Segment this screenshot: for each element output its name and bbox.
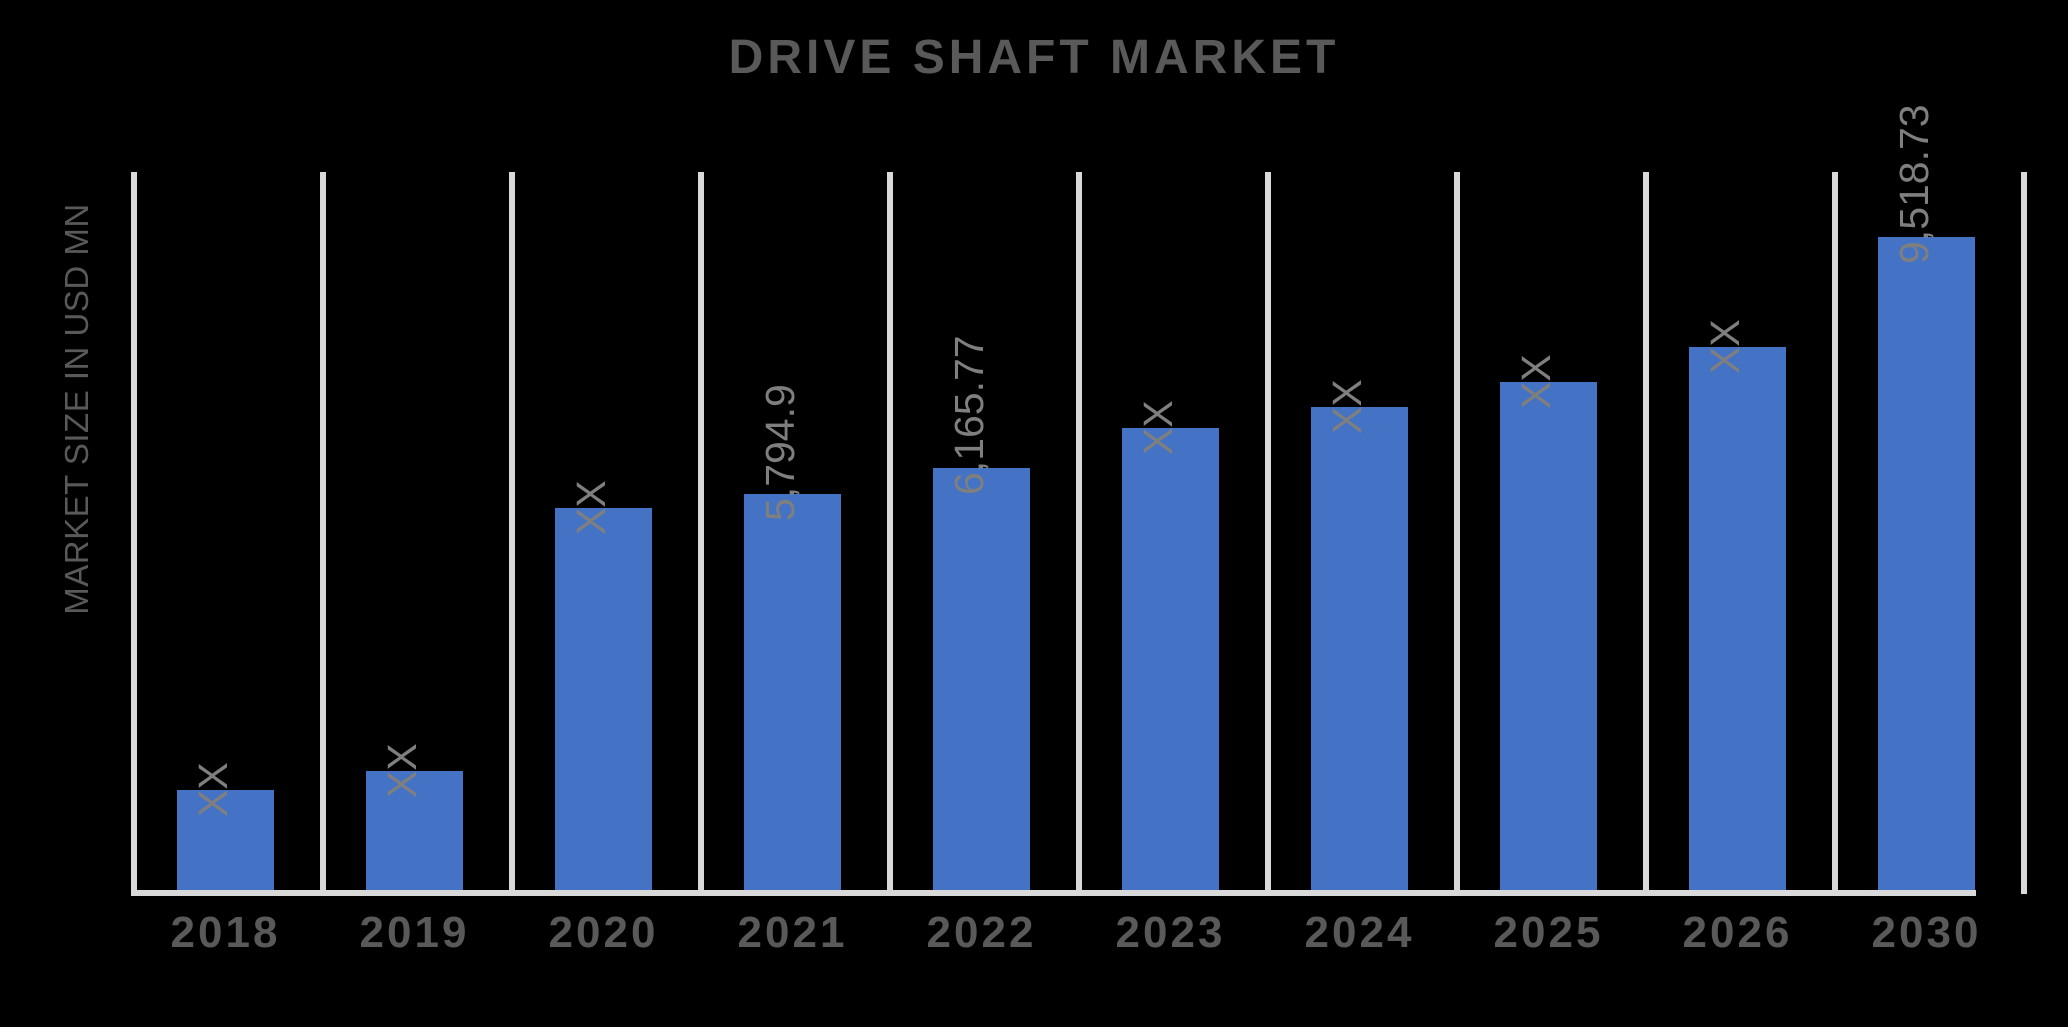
x-axis-tick-labels: 2018 2019 2020 2021 2022 2023 2024 2025 2026 2030 [131,908,1979,988]
bar-2026[interactable] [1689,347,1786,892]
bar-2021[interactable] [744,494,841,892]
x-tick-2022: 2022 [926,908,1037,957]
plot-area: XX XX XX 5,794.9 6,165.77 XX XX XX XX 9,518.73 [131,104,2027,896]
y-axis-title: MARKET SIZE IN USD MN [58,203,95,615]
chart-title: DRIVE SHAFT MARKET [728,31,1340,84]
bar-2024[interactable] [1311,407,1408,892]
x-axis-line [131,890,1976,896]
bar-value-label-2026: XX [1702,319,1748,374]
category-separator-line [1076,172,1082,894]
bar-2025[interactable] [1500,382,1597,892]
bar-value-label-2018: XX [190,762,236,817]
bar-value-label-2020: XX [568,480,614,535]
category-separator-line [509,172,515,894]
x-tick-2025: 2025 [1493,908,1604,957]
bar-value-label-2021: 5,794.9 [757,384,803,521]
bar-value-label-2024: XX [1324,379,1370,434]
bar-2022[interactable] [933,468,1030,892]
bar-value-label-2023: XX [1135,400,1181,455]
category-separator-line [131,172,137,894]
bar-value-label-2022: 6,165.77 [946,335,992,495]
category-separator-line [887,172,893,894]
category-separator-line [1832,172,1838,894]
x-tick-2021: 2021 [737,908,848,957]
x-tick-2024: 2024 [1304,908,1415,957]
bar-value-label-2030: 9,518.73 [1891,104,1937,264]
bar-2020[interactable] [555,508,652,892]
bar-value-label-2019: XX [379,743,425,798]
x-tick-2026: 2026 [1682,908,1793,957]
category-separator-line [1265,172,1271,894]
category-separator-line [320,172,326,894]
category-separator-line [698,172,704,894]
category-separator-line [2021,172,2027,894]
x-tick-2030: 2030 [1871,908,1982,957]
bar-2019[interactable] [366,771,463,892]
x-tick-2018: 2018 [170,908,281,957]
bar-2030[interactable] [1878,237,1975,892]
x-tick-2020: 2020 [548,908,659,957]
bar-2018[interactable] [177,790,274,892]
bar-2023[interactable] [1122,428,1219,892]
category-separator-line [1643,172,1649,894]
x-tick-2019: 2019 [359,908,470,957]
category-separator-line [1454,172,1460,894]
bar-value-label-2025: XX [1513,354,1559,409]
x-tick-2023: 2023 [1115,908,1226,957]
